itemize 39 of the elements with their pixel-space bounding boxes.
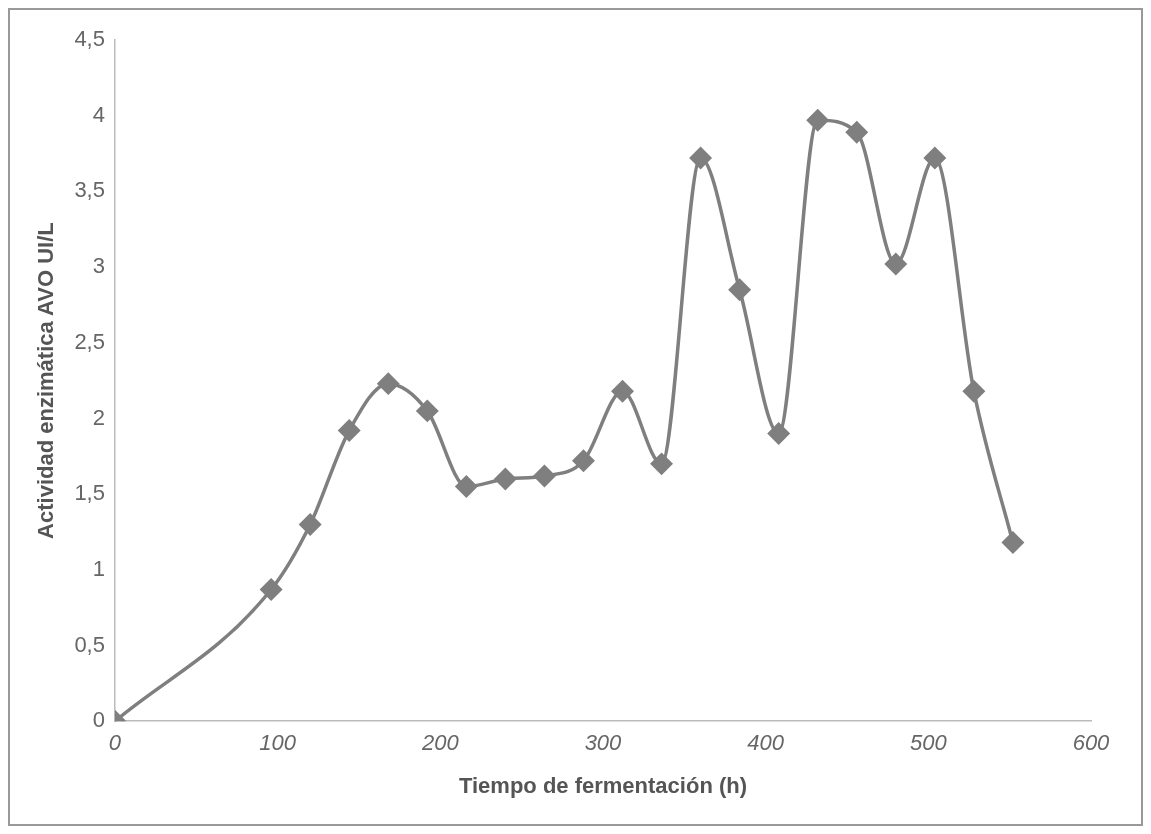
point [885,253,907,275]
point [924,147,946,169]
point [650,453,673,475]
x-axis-title: Tiempo de fermentación (h) [458,772,748,798]
x-tick-label: 400 [747,729,785,755]
y-tick-label: 1 [92,555,105,581]
x-tick-label: 300 [584,729,623,755]
point [767,422,790,445]
point [689,147,712,169]
y-tick-label: 0,5 [74,631,105,657]
point [1002,531,1024,554]
point [494,468,517,490]
x-tick-label: 0 [108,729,122,755]
point [806,109,829,131]
point [416,400,439,422]
point [611,380,634,402]
y-tick-label: 3 [92,253,105,279]
point [728,279,751,301]
point [377,372,400,395]
y-tick-label: 4 [92,101,105,127]
y-axis-title: Actividad enzimática AVO UI/L [33,222,59,539]
y-tick-label: 0 [92,707,105,733]
x-tick-label: 600 [1072,729,1111,755]
y-tick-label: 3,5 [74,177,105,203]
y-tick-label: 1,5 [74,480,105,506]
x-tick-label: 200 [420,729,460,755]
y-tick-label: 2,5 [74,328,105,354]
point [338,419,360,442]
y-tick-label: 4,5 [74,26,105,52]
point [963,380,985,402]
point [846,121,868,144]
y-tick-label: 2 [92,404,105,430]
point [299,513,321,536]
point [455,475,478,498]
point [260,578,282,601]
x-tick-label: 100 [259,729,297,755]
x-tick-label: 500 [909,729,948,755]
point [533,465,556,487]
point [572,450,595,472]
